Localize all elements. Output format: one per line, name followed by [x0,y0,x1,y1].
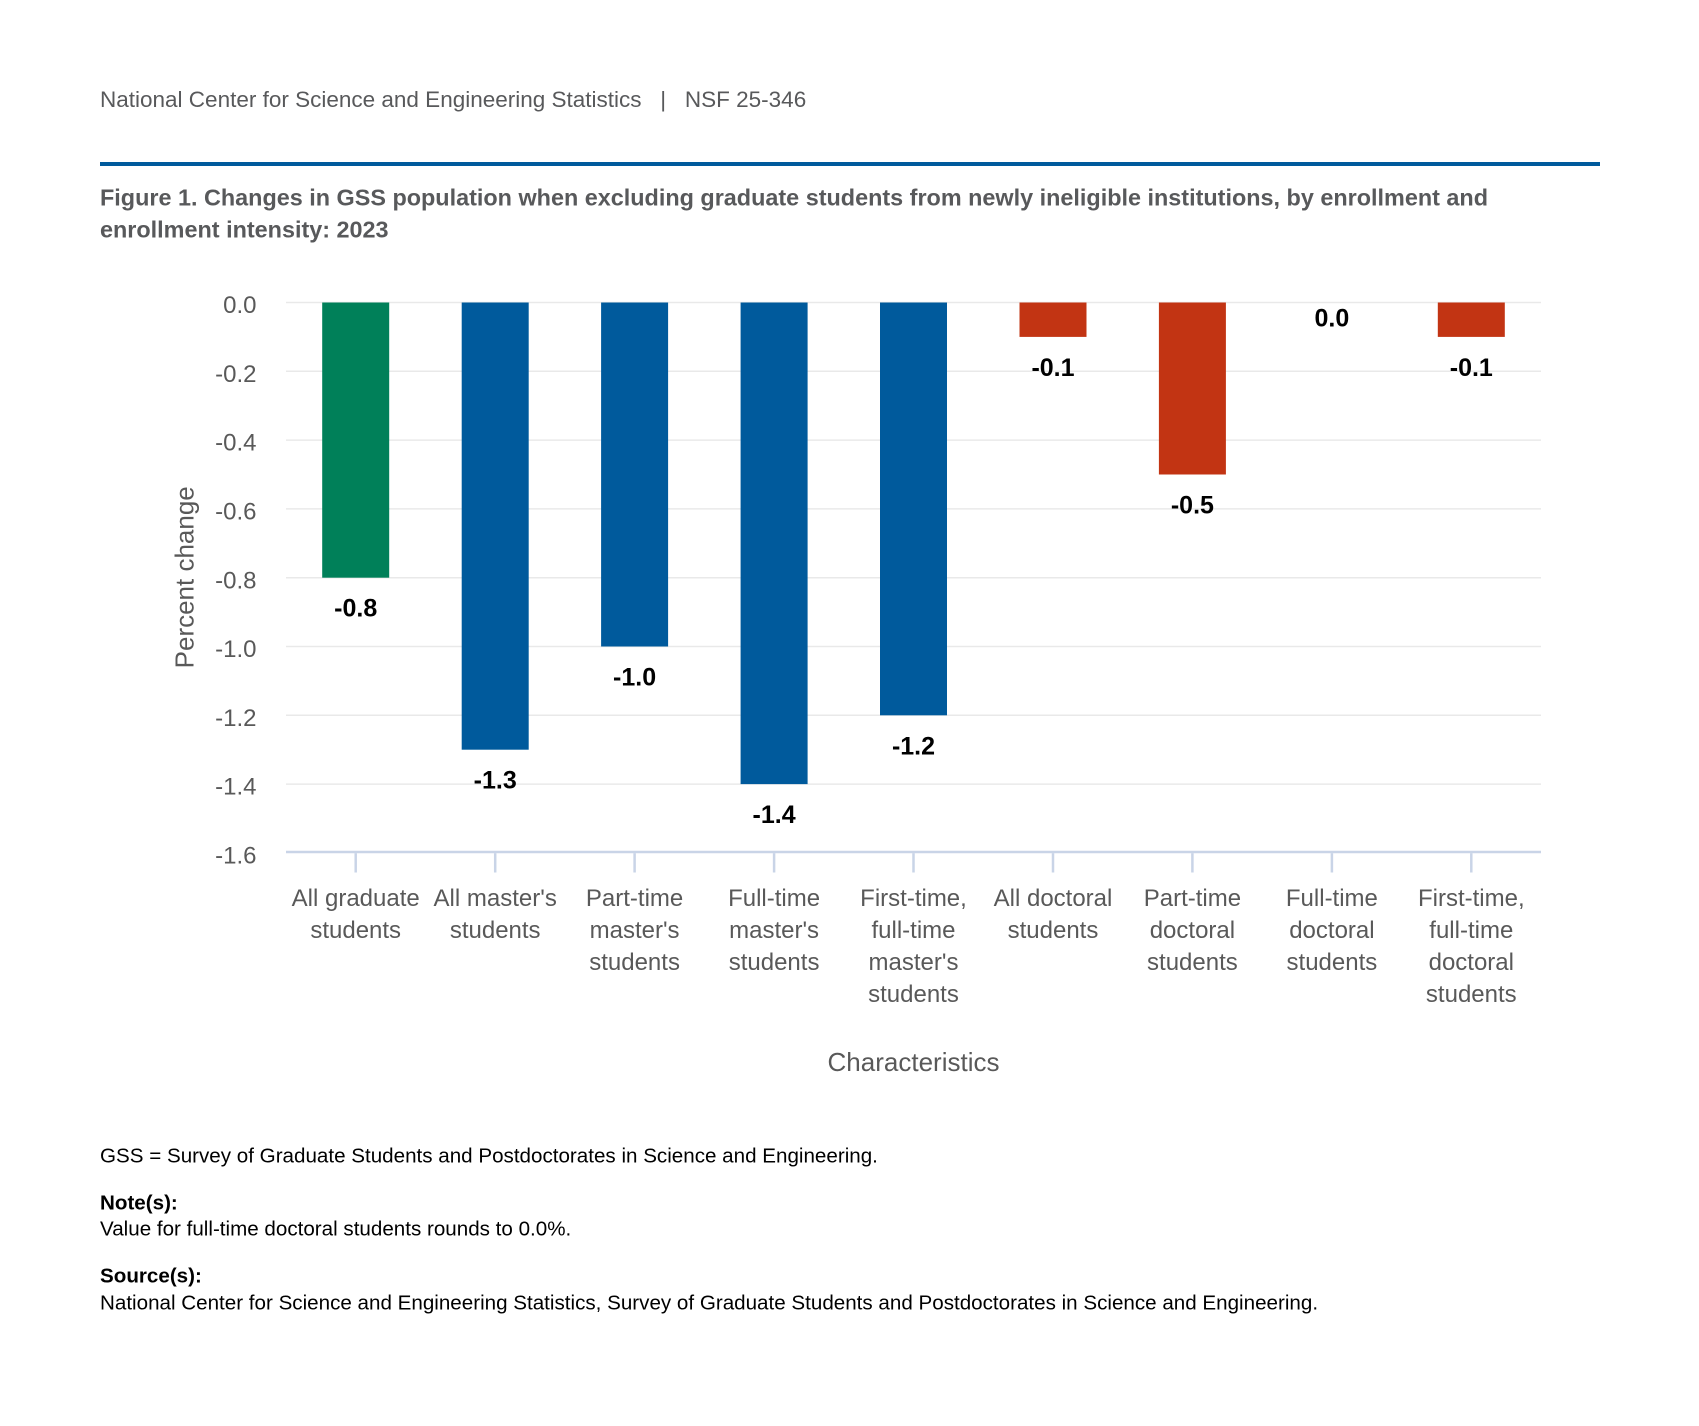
svg-text:students: students [729,949,820,976]
svg-text:Full-time: Full-time [1286,885,1378,912]
svg-text:-0.6: -0.6 [215,499,256,526]
svg-text:students: students [1008,917,1099,944]
svg-text:students: students [1426,981,1517,1008]
svg-text:-0.5: -0.5 [1171,492,1214,520]
svg-text:National Center for Science an: National Center for Science and Engineer… [100,1292,1318,1315]
svg-text:students: students [310,917,401,944]
svg-text:master's: master's [729,917,819,944]
svg-text:-0.8: -0.8 [215,567,256,594]
svg-text:Full-time: Full-time [728,885,820,912]
svg-text:Figure 1. Changes in GSS popul: Figure 1. Changes in GSS population when… [100,185,1488,211]
svg-text:full-time: full-time [1429,917,1513,944]
svg-text:students: students [1287,949,1378,976]
svg-text:-0.2: -0.2 [215,361,256,388]
svg-text:0.0: 0.0 [1315,305,1350,333]
svg-text:-1.6: -1.6 [215,843,256,870]
svg-text:Percent change: Percent change [170,486,200,668]
svg-text:master's: master's [869,949,959,976]
svg-text:students: students [450,917,541,944]
svg-text:Value for full-time doctoral s: Value for full-time doctoral students ro… [100,1218,571,1241]
svg-text:students: students [1147,949,1238,976]
svg-text:-1.2: -1.2 [892,732,935,760]
svg-text:-0.4: -0.4 [215,430,256,457]
svg-text:All doctoral: All doctoral [994,885,1113,912]
svg-text:Part-time: Part-time [1144,885,1241,912]
svg-text:master's: master's [590,917,680,944]
svg-text:Characteristics: Characteristics [828,1047,1000,1077]
svg-text:-1.0: -1.0 [613,664,656,692]
svg-text:National Center for Science an: National Center for Science and Engineer… [100,87,806,112]
svg-text:doctoral: doctoral [1150,917,1235,944]
svg-text:-0.1: -0.1 [1450,354,1493,382]
svg-text:All graduate: All graduate [292,885,420,912]
svg-text:-1.2: -1.2 [215,705,256,732]
svg-text:-1.3: -1.3 [474,767,517,795]
svg-text:-0.8: -0.8 [334,595,377,623]
svg-text:GSS = Survey of Graduate Stude: GSS = Survey of Graduate Students and Po… [100,1145,878,1168]
svg-text:-1.4: -1.4 [215,774,256,801]
svg-text:Source(s):: Source(s): [100,1265,202,1288]
svg-text:students: students [589,949,680,976]
svg-text:students: students [868,981,959,1008]
svg-text:First-time,: First-time, [1418,885,1525,912]
svg-text:Part-time: Part-time [586,885,683,912]
svg-text:-0.1: -0.1 [1031,354,1074,382]
svg-text:All master's: All master's [434,885,557,912]
svg-text:doctoral: doctoral [1289,917,1374,944]
svg-text:0.0: 0.0 [223,292,256,319]
svg-text:-1.4: -1.4 [753,801,796,829]
svg-text:enrollment intensity: 2023: enrollment intensity: 2023 [100,217,389,243]
svg-text:First-time,: First-time, [860,885,967,912]
svg-text:Note(s):: Note(s): [100,1192,178,1215]
svg-text:full-time: full-time [871,917,955,944]
svg-text:-1.0: -1.0 [215,636,256,663]
svg-text:doctoral: doctoral [1429,949,1514,976]
